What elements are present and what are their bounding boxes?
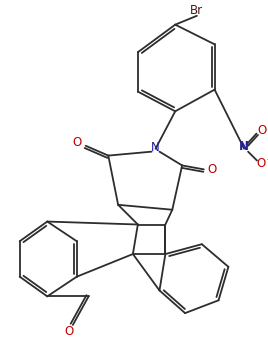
Text: O: O	[72, 136, 81, 149]
Text: O: O	[64, 325, 73, 338]
Text: N: N	[151, 141, 160, 154]
Text: N: N	[239, 140, 249, 153]
Text: O: O	[256, 157, 266, 170]
Text: O: O	[257, 124, 266, 138]
Text: O: O	[207, 163, 216, 176]
Text: -: -	[266, 155, 268, 165]
Text: Br: Br	[190, 4, 203, 17]
